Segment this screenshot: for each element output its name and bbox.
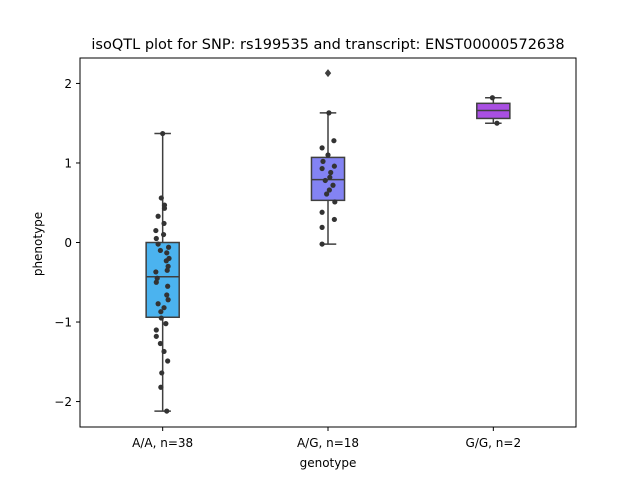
data-point xyxy=(319,165,325,172)
y-tick-label: 2 xyxy=(64,77,72,91)
data-point xyxy=(157,340,163,347)
data-point xyxy=(159,370,165,376)
data-point xyxy=(165,358,171,364)
data-point xyxy=(326,187,332,193)
y-tick-label: 1 xyxy=(64,156,72,170)
x-tick-label: A/G, n=18 xyxy=(297,436,359,450)
data-point xyxy=(331,138,337,144)
data-point xyxy=(158,195,164,201)
y-tick-label: 0 xyxy=(64,236,72,250)
data-point xyxy=(158,384,164,390)
data-point xyxy=(161,220,167,227)
data-point xyxy=(319,145,325,151)
data-point xyxy=(153,327,159,333)
data-point xyxy=(153,227,159,234)
data-point xyxy=(322,177,328,184)
data-point xyxy=(165,263,171,269)
y-tick-label: −1 xyxy=(54,316,72,330)
data-point xyxy=(328,169,334,176)
data-point xyxy=(158,309,164,315)
data-point xyxy=(153,279,159,285)
data-point xyxy=(158,315,164,321)
data-point xyxy=(165,297,171,303)
data-point xyxy=(163,321,169,327)
data-point xyxy=(165,283,171,289)
data-point xyxy=(326,110,332,116)
y-tick-label: −2 xyxy=(54,395,72,409)
data-point xyxy=(164,250,170,256)
data-point xyxy=(164,292,170,298)
x-tick-label: A/A, n=38 xyxy=(132,436,193,450)
data-point xyxy=(494,120,500,126)
box-0 xyxy=(145,241,180,319)
x-axis-label: genotype xyxy=(300,456,357,470)
data-point xyxy=(155,241,161,247)
data-point xyxy=(489,95,496,101)
data-point xyxy=(161,348,167,355)
data-point xyxy=(154,275,160,281)
data-point xyxy=(327,174,333,180)
data-point xyxy=(153,269,159,275)
data-point xyxy=(161,305,167,311)
plot-area xyxy=(145,69,511,414)
data-point xyxy=(332,199,338,205)
data-point xyxy=(153,333,159,339)
data-point xyxy=(331,163,337,169)
data-point xyxy=(160,231,167,238)
data-point xyxy=(319,224,325,230)
data-point xyxy=(319,241,325,247)
y-axis-label: phenotype xyxy=(31,212,45,276)
data-point xyxy=(160,130,166,137)
data-point xyxy=(155,213,161,219)
data-point xyxy=(153,235,159,242)
data-point xyxy=(164,408,170,414)
chart-title: isoQTL plot for SNP: rs199535 and transc… xyxy=(91,37,564,53)
x-tick-label: G/G, n=2 xyxy=(466,436,522,450)
data-point xyxy=(319,209,325,215)
outlier-point xyxy=(324,69,332,78)
data-point xyxy=(320,158,326,164)
data-point xyxy=(163,258,169,264)
data-point xyxy=(157,247,163,254)
data-point xyxy=(164,267,170,273)
data-point xyxy=(155,301,161,307)
data-point xyxy=(331,216,337,223)
data-point xyxy=(165,244,172,250)
data-point xyxy=(324,191,330,197)
data-point xyxy=(330,182,336,188)
axes: −2 −1 0 1 2 A/A, n=38 A/G, n=18 G/G, n=2 xyxy=(54,57,577,450)
data-point xyxy=(161,205,168,211)
data-point xyxy=(325,152,331,158)
